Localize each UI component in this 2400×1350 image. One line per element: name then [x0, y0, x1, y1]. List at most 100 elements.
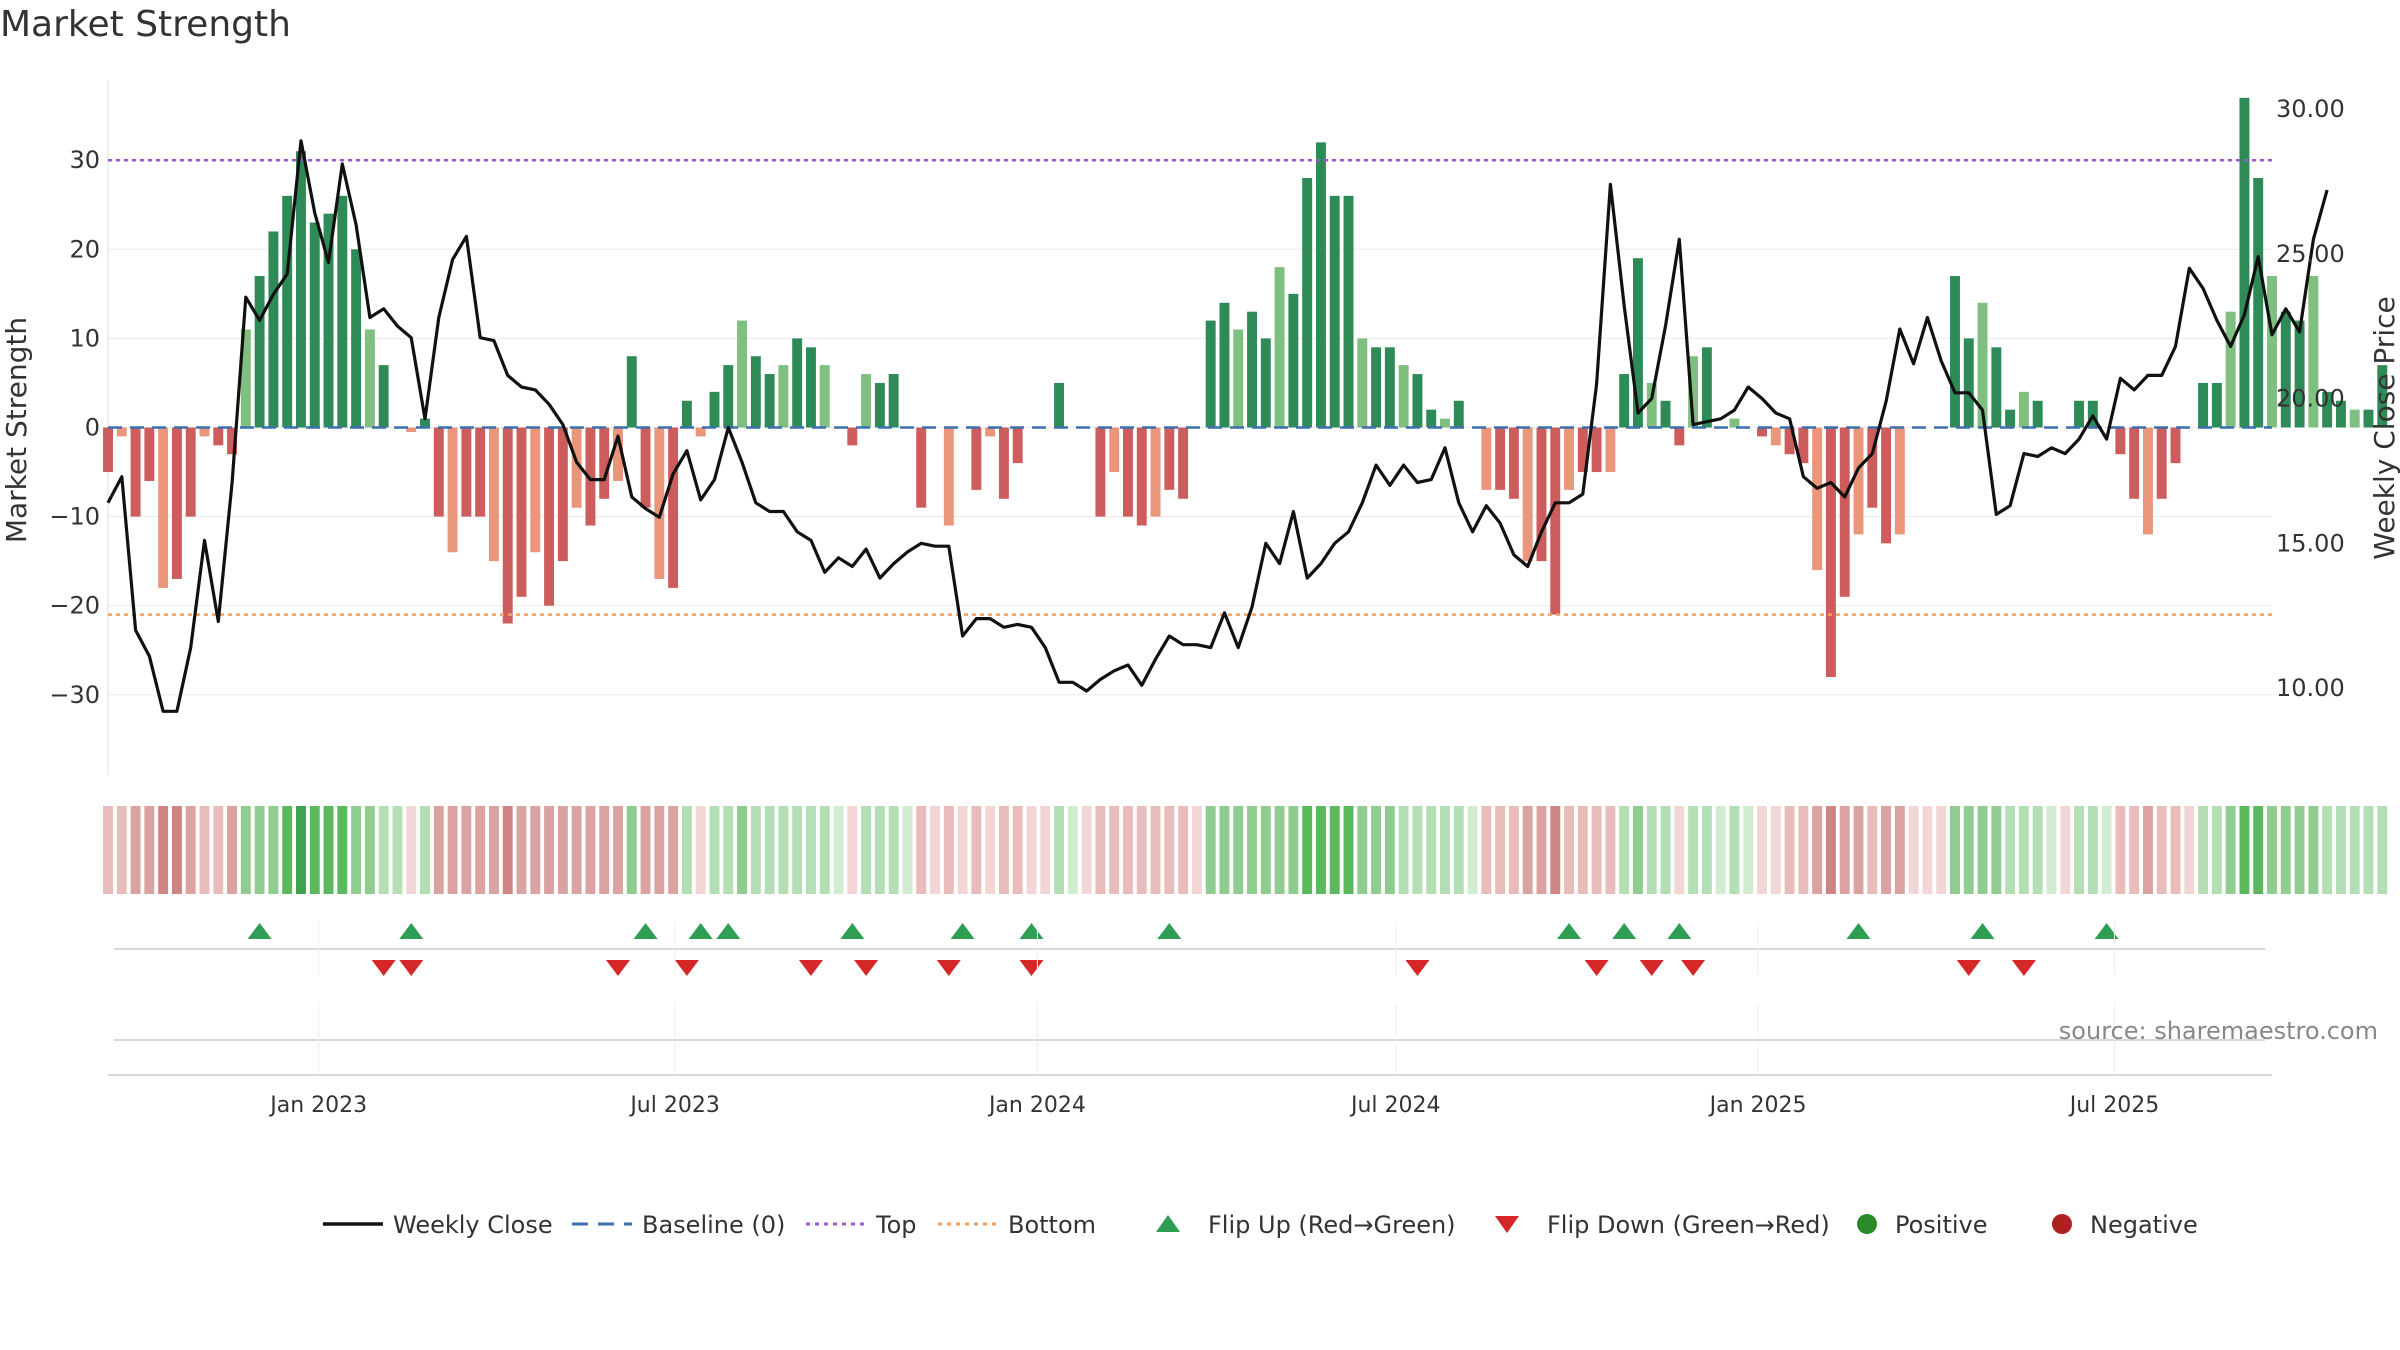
regime-cell: [2018, 806, 2029, 894]
regime-cell: [1178, 806, 1189, 894]
legend-item: Positive: [1857, 1211, 1988, 1239]
y-tick-label: −20: [49, 592, 100, 620]
y-tick-label: 0: [85, 414, 100, 442]
strength-bar: [1412, 374, 1423, 428]
strength-bar: [378, 365, 389, 428]
strength-bar: [2363, 409, 2374, 428]
strength-bar: [1012, 427, 1023, 464]
regime-cell: [2074, 806, 2084, 894]
legend-item: Baseline (0): [572, 1211, 785, 1239]
legend-label: Bottom: [1008, 1211, 1096, 1239]
regime-cell: [1040, 806, 1051, 894]
flip-down-marker: [1405, 960, 1430, 976]
regime-cell: [351, 806, 362, 894]
y2-tick-label: 15.00: [2276, 529, 2345, 557]
legend-label: Weekly Close: [393, 1211, 553, 1239]
legend-item: Top: [806, 1211, 917, 1239]
strength-bar: [1550, 427, 1561, 615]
regime-cell: [640, 806, 651, 894]
strength-bar: [792, 338, 803, 428]
regime-cell: [116, 806, 127, 894]
strength-bar: [2198, 382, 2209, 428]
regime-cell: [1991, 806, 2002, 894]
strength-bar: [116, 427, 127, 437]
flip-down-marker: [1956, 960, 1981, 976]
strength-bar: [447, 427, 458, 553]
regime-cell: [227, 806, 238, 894]
regime-cell: [1329, 806, 1340, 894]
regime-cell: [695, 806, 706, 894]
regime-cell: [1191, 806, 1202, 894]
flip-up-marker: [688, 923, 713, 939]
regime-cell: [144, 806, 155, 894]
regime-cell: [2211, 806, 2222, 894]
strength-bar: [461, 427, 472, 517]
strength-bar: [1329, 195, 1340, 428]
regime-cell: [1384, 806, 1395, 894]
strength-bar: [1247, 311, 1257, 428]
flip-up-marker: [633, 923, 658, 939]
strength-bar: [1853, 427, 1864, 535]
strength-bar: [874, 382, 885, 428]
regime-cell: [1550, 806, 1561, 894]
source-note: source: sharemaestro.com: [2059, 1017, 2378, 1045]
flip-down-marker: [1019, 960, 1044, 976]
x-tick-label: Jan 2024: [987, 1093, 1086, 1118]
regime-cell: [681, 806, 692, 894]
flip-down-marker: [798, 960, 823, 976]
flip-down-marker: [2011, 960, 2036, 976]
strength-bar: [2349, 409, 2360, 428]
strength-bar: [1784, 427, 1795, 455]
strength-bar: [2087, 400, 2098, 428]
regime-cell: [1219, 806, 1230, 894]
legend-item: Negative: [2052, 1211, 2198, 1239]
regime-cell: [1798, 806, 1809, 894]
regime-cell: [1426, 806, 1437, 894]
strength-bar: [1977, 302, 1988, 428]
regime-cell: [1481, 806, 1492, 894]
regime-cell: [723, 806, 734, 894]
strength-bar: [433, 427, 444, 517]
strength-bar: [268, 231, 279, 428]
strength-bar: [1371, 347, 1382, 428]
strength-bar: [2308, 276, 2319, 428]
strength-bar: [323, 213, 334, 428]
legend-swatch: [1857, 1214, 1877, 1234]
strength-bar: [227, 427, 238, 455]
regime-cell: [1564, 806, 1575, 894]
strength-bar: [1178, 427, 1189, 499]
legend: Weekly Close Baseline (0) Top Bottom Flip Up…: [323, 1211, 2198, 1239]
regime-cell: [1302, 806, 1313, 894]
regime-cell: [833, 806, 844, 894]
regime-cell: [1412, 806, 1423, 894]
regime-cell: [764, 806, 775, 894]
regime-cell: [296, 806, 306, 894]
strength-bar: [1536, 427, 1547, 562]
x-axis-ticks: Jan 2023 Jul 2023 Jan 2024 Jul 2024 Jan 2025…: [268, 922, 2159, 1118]
strength-bar: [585, 427, 596, 526]
strength-bar: [1632, 258, 1643, 428]
regime-cell: [626, 806, 637, 894]
regime-cell: [1950, 806, 1960, 894]
regime-cell: [1922, 806, 1933, 894]
legend-swatch: [2052, 1214, 2072, 1234]
strength-bar: [1950, 276, 1960, 428]
x-tick-label: Jan 2025: [1708, 1093, 1807, 1118]
strength-bar: [2115, 427, 2126, 455]
strength-bar: [364, 329, 375, 428]
regime-strip: [103, 806, 2388, 894]
regime-cell: [530, 806, 541, 894]
regime-cell: [2142, 806, 2153, 894]
strength-bar: [1605, 427, 1616, 473]
strength-bar: [420, 418, 430, 428]
strength-bar: [103, 427, 113, 473]
x-tick-label: Jul 2025: [2068, 1093, 2160, 1118]
regime-cell: [488, 806, 499, 894]
regime-cell: [1536, 806, 1547, 894]
strength-bar: [1894, 427, 1905, 535]
regime-cell: [213, 806, 224, 894]
strength-bar: [943, 427, 954, 526]
regime-cell: [861, 806, 872, 894]
regime-cell: [613, 806, 623, 894]
